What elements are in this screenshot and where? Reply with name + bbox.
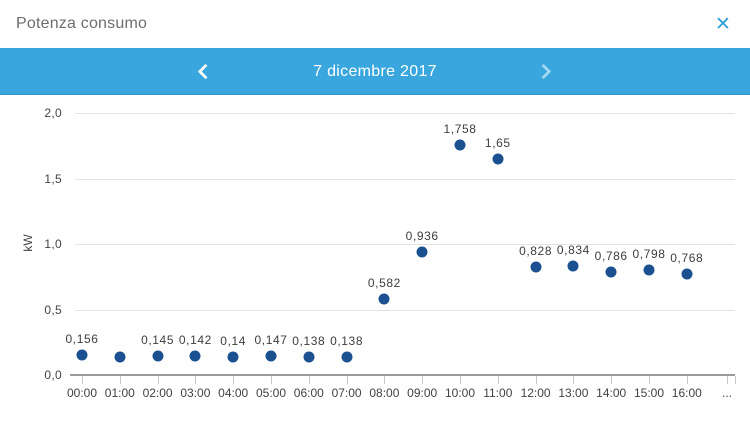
gridline xyxy=(75,113,735,114)
data-point-label: 0,936 xyxy=(405,229,439,244)
y-tick-label: 1,5 xyxy=(44,171,62,186)
axis-tick xyxy=(535,376,537,384)
axis-tick xyxy=(82,376,83,384)
y-tick-label: 0,5 xyxy=(44,302,62,317)
date-navigator: 7 dicembre 2017 xyxy=(0,48,750,95)
x-tick-label: 11:00 xyxy=(483,386,513,400)
x-tick-label: 16:00 xyxy=(671,386,702,400)
x-tick-label: 09:00 xyxy=(407,386,438,400)
gridline xyxy=(75,244,735,245)
axis-tick xyxy=(727,376,728,384)
axis-tick xyxy=(422,376,424,384)
axis-tick xyxy=(573,376,575,384)
data-point-label: 0,798 xyxy=(632,247,666,262)
axis-tick xyxy=(735,376,736,384)
x-tick-label: 10:00 xyxy=(444,386,476,400)
x-tick-label: 00:00 xyxy=(66,386,98,400)
data-point-label: 0,147 xyxy=(254,332,288,347)
x-axis-line xyxy=(70,374,735,376)
data-point-label: 1,758 xyxy=(443,121,477,136)
data-point[interactable] xyxy=(227,351,239,363)
x-tick-label: 15:00 xyxy=(633,386,665,400)
data-point[interactable] xyxy=(114,351,126,363)
axis-tick xyxy=(157,376,159,384)
x-tick-label: 02:00 xyxy=(142,386,173,400)
data-point[interactable] xyxy=(189,350,201,362)
y-tick-label: 1,0 xyxy=(44,237,62,251)
data-point-label: 0,142 xyxy=(178,333,212,348)
x-tick-label: ... xyxy=(721,386,733,400)
close-icon[interactable]: ✕ xyxy=(715,14,731,35)
gridline xyxy=(75,309,735,311)
data-point[interactable] xyxy=(454,139,466,151)
data-point-label: 0,582 xyxy=(367,275,401,290)
page-title: Potenza consumo xyxy=(16,15,148,32)
axis-tick xyxy=(308,376,310,384)
data-point[interactable] xyxy=(341,351,353,363)
x-tick-label: 07:00 xyxy=(331,386,362,400)
x-tick-label: 01:00 xyxy=(104,386,135,400)
axis-tick xyxy=(649,376,650,384)
chevron-right-icon xyxy=(535,63,551,80)
axis-tick xyxy=(346,376,348,384)
data-point[interactable] xyxy=(605,266,617,278)
data-point[interactable] xyxy=(416,246,428,258)
data-point[interactable] xyxy=(76,349,88,361)
axis-tick xyxy=(611,376,613,384)
data-point[interactable] xyxy=(567,260,579,272)
data-point-label: 0,786 xyxy=(594,249,628,264)
data-point-label: 0,834 xyxy=(556,242,590,257)
x-tick-label: 08:00 xyxy=(369,386,400,400)
x-tick-label: 04:00 xyxy=(218,386,249,400)
x-tick-label: 12:00 xyxy=(520,386,551,400)
axis-tick xyxy=(119,376,121,384)
data-point[interactable] xyxy=(530,261,542,273)
data-point-label: 0,156 xyxy=(65,331,99,346)
data-point-label: 0,138 xyxy=(292,333,326,348)
data-point[interactable] xyxy=(681,268,693,280)
data-point[interactable] xyxy=(643,264,655,276)
axis-tick xyxy=(233,376,235,384)
next-day-button[interactable] xyxy=(521,48,565,95)
data-point[interactable] xyxy=(303,351,315,363)
x-tick-label: 14:00 xyxy=(596,386,627,400)
y-tick-label: 0,0 xyxy=(44,368,62,382)
axis-tick xyxy=(384,376,386,384)
axis-tick xyxy=(460,376,461,384)
selected-date-label: 7 dicembre 2017 xyxy=(313,63,437,80)
data-point-label: 0,138 xyxy=(330,333,364,348)
axis-tick xyxy=(686,376,688,384)
dialog-header: Potenza consumo ✕ xyxy=(0,0,750,48)
power-consumption-chart: kW 0,0 0,5 1,0 1,5 2,0 00:00 0,156 01:00 02:00 0,… xyxy=(0,95,750,422)
data-point-label: 1,65 xyxy=(484,135,511,150)
axis-tick xyxy=(271,376,272,384)
gridline xyxy=(75,178,735,180)
data-point[interactable] xyxy=(492,153,504,165)
data-point-label: 0,828 xyxy=(519,243,553,258)
x-tick-label: 06:00 xyxy=(293,386,324,400)
axis-tick xyxy=(497,376,499,384)
y-tick-label: 2,0 xyxy=(44,106,62,120)
axis-tick xyxy=(195,376,197,384)
x-tick-label: 13:00 xyxy=(558,386,589,400)
data-point[interactable] xyxy=(265,350,277,362)
x-tick-label: 03:00 xyxy=(180,386,211,400)
data-point[interactable] xyxy=(152,350,164,362)
data-point[interactable] xyxy=(378,293,390,305)
data-point-label: 0,14 xyxy=(220,333,247,348)
data-point-label: 0,145 xyxy=(141,333,175,347)
x-tick-label: 05:00 xyxy=(255,386,287,400)
data-point-label: 0,768 xyxy=(670,251,704,266)
